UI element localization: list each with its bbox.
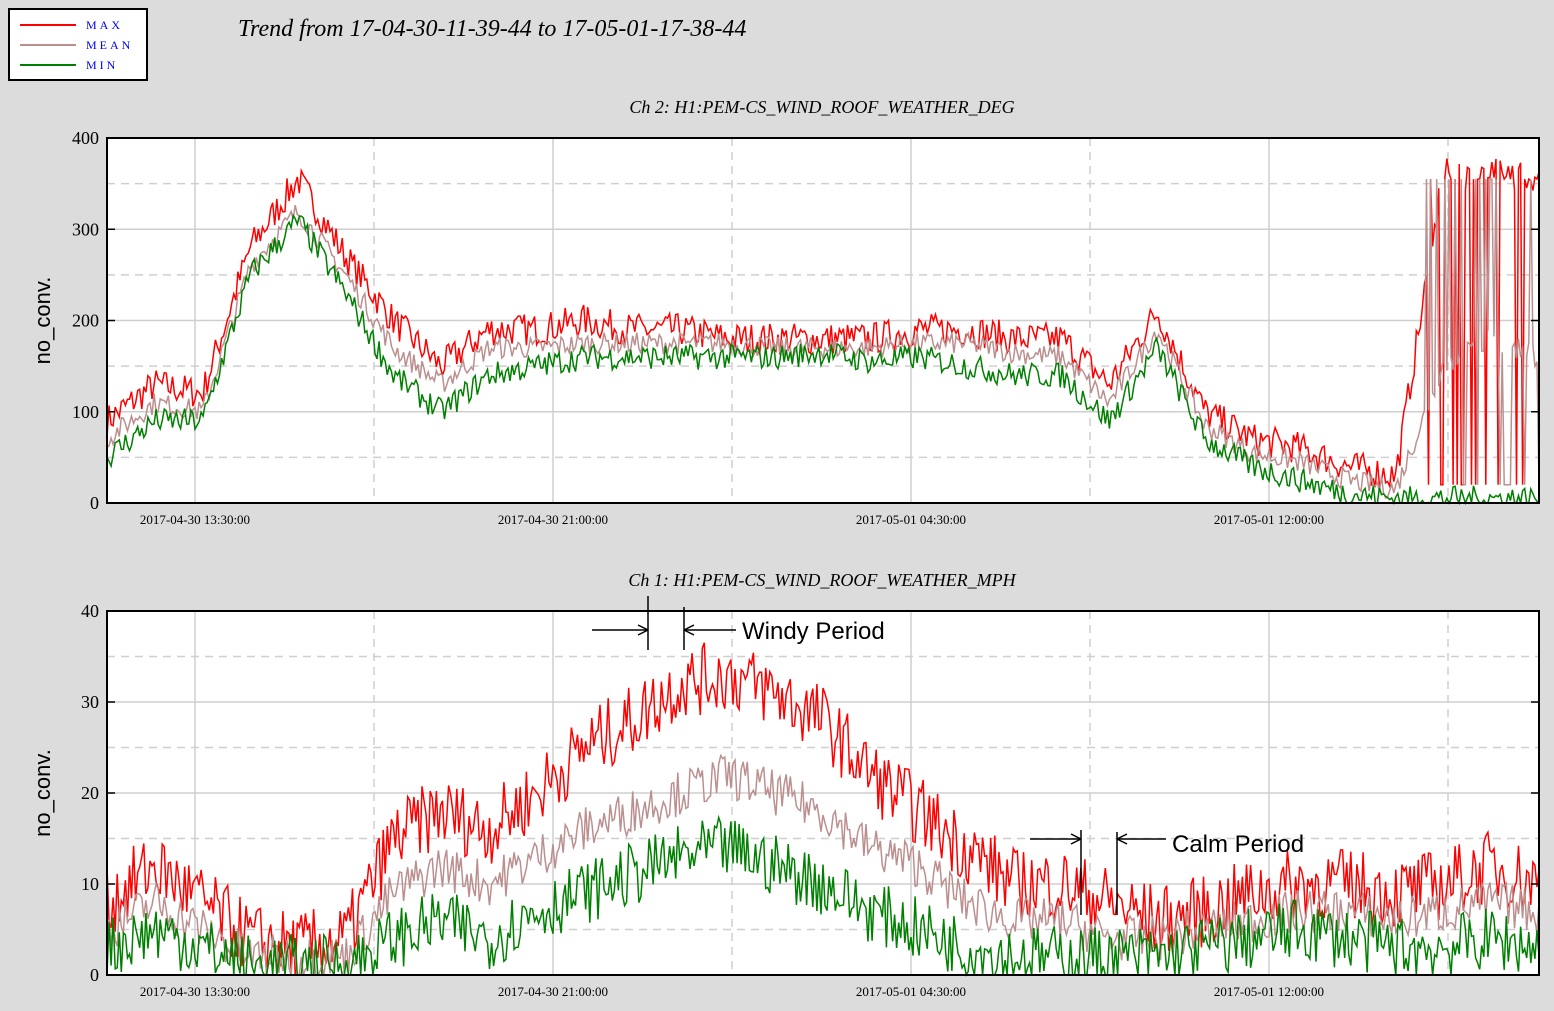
- series-line-min: [106, 213, 1540, 506]
- series-line-min: [106, 814, 1540, 977]
- legend-swatch-mean: [20, 44, 76, 46]
- x-tick-label: 2017-04-30 21:00:00: [498, 984, 608, 999]
- windy-arrow-right-head: [683, 624, 695, 636]
- y-axis-label: no_conv.: [30, 749, 55, 837]
- y-tick-label: 10: [81, 874, 99, 894]
- legend-label-min: MIN: [86, 58, 119, 72]
- series-line-max: [106, 642, 1540, 976]
- y-tick-label: 0: [90, 493, 99, 513]
- legend-swatch-max: [20, 24, 76, 26]
- legend-item-min: MIN: [10, 56, 150, 74]
- series-line-mean: [106, 178, 1540, 499]
- legend-label-max: MAX: [86, 18, 124, 32]
- calm-arrow-right-head: [1116, 833, 1128, 845]
- x-tick-label: 2017-05-01 12:00:00: [1214, 984, 1324, 999]
- y-tick-label: 400: [72, 128, 99, 148]
- series-line-mean: [106, 753, 1540, 977]
- y-tick-label: 0: [90, 965, 99, 985]
- x-tick-label: 2017-05-01 12:00:00: [1214, 512, 1324, 527]
- y-tick-label: 200: [72, 311, 99, 331]
- y-tick-label: 100: [72, 402, 99, 422]
- windy-arrow-left-head: [637, 624, 649, 636]
- annotation-windy-period: Windy Period: [742, 618, 885, 645]
- legend-item-mean: MEAN: [10, 36, 150, 54]
- legend-swatch-min: [20, 64, 76, 66]
- main-title: Trend from 17-04-30-11-39-44 to 17-05-01…: [238, 16, 747, 42]
- panel-title-1: Ch 2: H1:PEM-CS_WIND_ROOF_WEATHER_DEG: [629, 97, 1014, 117]
- y-axis-label: no_conv.: [30, 277, 55, 365]
- x-tick-label: 2017-04-30 13:30:00: [140, 984, 250, 999]
- y-tick-label: 40: [81, 601, 99, 621]
- x-tick-label: 2017-04-30 21:00:00: [498, 512, 608, 527]
- series-line-max: [106, 158, 1540, 490]
- x-tick-label: 2017-05-01 04:30:00: [856, 984, 966, 999]
- x-tick-label: 2017-05-01 04:30:00: [856, 512, 966, 527]
- panel-title-2: Ch 1: H1:PEM-CS_WIND_ROOF_WEATHER_MPH: [628, 570, 1016, 590]
- y-tick-label: 300: [72, 219, 99, 239]
- legend: MAX MEAN MIN: [8, 8, 148, 81]
- x-tick-label: 2017-04-30 13:30:00: [140, 512, 250, 527]
- calm-arrow-left-head: [1070, 833, 1082, 845]
- annotation-calm-period: Calm Period: [1172, 831, 1304, 858]
- legend-label-mean: MEAN: [86, 38, 134, 52]
- y-tick-label: 30: [81, 692, 99, 712]
- legend-item-max: MAX: [10, 16, 150, 34]
- y-tick-label: 20: [81, 783, 99, 803]
